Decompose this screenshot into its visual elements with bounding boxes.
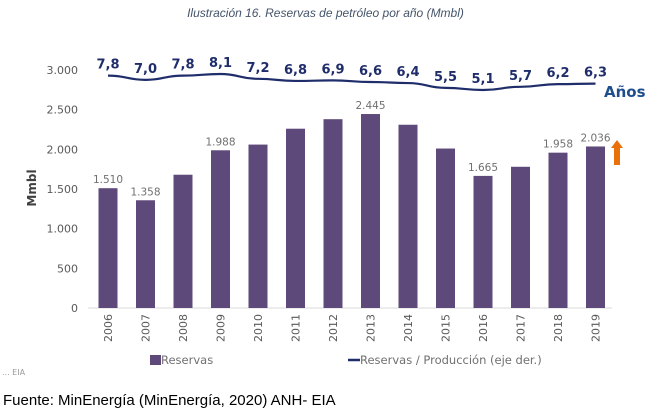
y-tick-label: 1.000 xyxy=(47,223,79,236)
ratio-label-2009: 8,1 xyxy=(209,56,232,71)
x-tick-label: 2009 xyxy=(215,314,228,342)
bar-2019 xyxy=(586,146,605,308)
ratio-label-2018: 6,2 xyxy=(546,66,569,81)
source-note: Fuente: MinEnergía (MinEnergía, 2020) AN… xyxy=(3,392,336,409)
bar-2012 xyxy=(323,119,343,308)
ratio-label-2007: 7,0 xyxy=(134,62,157,77)
x-tick-label: 2012 xyxy=(327,314,340,342)
y-tick-label: 2.500 xyxy=(47,104,79,117)
x-tick-label: 2016 xyxy=(477,314,490,342)
ratio-line xyxy=(107,72,596,92)
ratio-label-2014: 6,4 xyxy=(396,65,419,80)
bar-label-2019: 2.036 xyxy=(580,132,610,144)
bar-2006 xyxy=(98,188,118,308)
chart: 0 500 1.000 1.500 2.000 2.500 3.000 Mmbl 1.510… xyxy=(2,56,646,377)
bar-label-2013: 2.445 xyxy=(355,100,385,112)
ratio-data-labels: 7,8 7,0 7,8 8,1 7,2 6,8 6,9 6,6 6,4 5,5 5,1 5,7 6,2 6… xyxy=(96,56,607,87)
ratio-label-2015: 5,5 xyxy=(434,70,457,85)
bar-2018 xyxy=(548,152,568,308)
bar-data-labels: 1.510 1.358 1.988 2.445 1.665 1.958 2.036 xyxy=(93,100,611,198)
legend-swatch-reservas xyxy=(150,355,161,365)
y-axis-label: Mmbl xyxy=(25,169,39,206)
bar-label-2006: 1.510 xyxy=(93,174,123,186)
x-tick-label: 2019 xyxy=(590,314,603,342)
bar-2015 xyxy=(436,148,455,308)
x-tick-label: 2018 xyxy=(552,314,565,342)
ratio-label-2006: 7,8 xyxy=(96,58,119,73)
bar-2008 xyxy=(173,174,193,308)
x-tick-label: 2014 xyxy=(402,314,415,342)
bar-2011 xyxy=(286,128,305,308)
bar-label-2007: 1.358 xyxy=(130,186,160,198)
legend-label-reservas: Reservas xyxy=(161,353,213,367)
ratio-label-2017: 5,7 xyxy=(509,69,532,84)
x-tick-label: 2008 xyxy=(177,314,190,342)
figure-caption: Ilustración 16. Reservas de petróleo por… xyxy=(187,6,464,20)
up-arrow-icon xyxy=(611,140,623,165)
y-tick-label: 1.500 xyxy=(47,183,79,196)
x-tick-label: 2011 xyxy=(290,314,303,342)
y-axis: 0 500 1.000 1.500 2.000 2.500 3.000 xyxy=(47,64,79,315)
ratio-label-2013: 6,6 xyxy=(359,64,382,79)
source-fragment: ... EIA xyxy=(2,368,26,377)
bar-2014 xyxy=(398,124,418,309)
y-tick-label: 0 xyxy=(71,302,78,315)
ratio-unit-label: Años xyxy=(604,83,646,101)
x-tick-label: 2007 xyxy=(140,314,153,342)
bar-label-2009: 1.988 xyxy=(205,136,235,148)
ratio-label-2019: 6,3 xyxy=(584,66,607,81)
bar-series xyxy=(98,114,605,309)
bar-2016 xyxy=(473,175,493,308)
x-tick-label: 2006 xyxy=(102,314,115,342)
ratio-label-2011: 6,8 xyxy=(284,63,307,78)
legend-label-ratio: Reservas / Producción (eje der.) xyxy=(360,353,542,367)
y-tick-label: 2.000 xyxy=(47,143,79,156)
x-tick-label: 2013 xyxy=(365,314,378,342)
ratio-label-2010: 7,2 xyxy=(246,61,269,76)
bar-2013 xyxy=(361,114,380,308)
ratio-line-series xyxy=(107,72,596,92)
x-axis-ticks: 2006 2007 2008 2009 2010 2011 2012 2013 2014 2015… xyxy=(102,314,603,342)
bar-2010 xyxy=(248,144,268,308)
ratio-label-2012: 6,9 xyxy=(321,62,344,77)
ratio-label-2016: 5,1 xyxy=(471,72,494,87)
y-tick-label: 3.000 xyxy=(47,64,79,77)
bar-2017 xyxy=(511,166,530,308)
bar-2009 xyxy=(211,150,230,308)
bar-2007 xyxy=(136,200,155,308)
bar-label-2016: 1.665 xyxy=(468,162,498,174)
ratio-label-2008: 7,8 xyxy=(171,58,194,73)
legend: Reservas Reservas / Producción (eje der.… xyxy=(150,353,542,367)
x-tick-label: 2010 xyxy=(252,314,265,342)
bar-label-2018: 1.958 xyxy=(543,139,573,151)
y-tick-label: 500 xyxy=(57,262,78,275)
x-tick-label: 2017 xyxy=(515,314,528,342)
x-tick-label: 2015 xyxy=(440,314,453,342)
